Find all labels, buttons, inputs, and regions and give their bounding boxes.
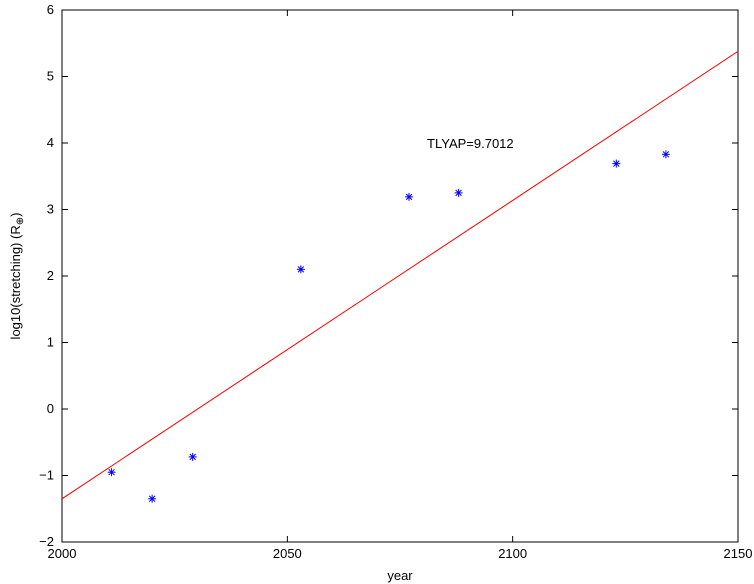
x-tick-label: 2100 [498, 546, 527, 561]
x-tick-label: 2050 [273, 546, 302, 561]
data-point-asterisk [148, 494, 157, 503]
y-tick-label: 5 [47, 69, 54, 84]
plot-area: 2000 2050 2100 2150 −2 −1 0 1 2 3 4 5 6 TLYAP=9.7012 [39, 2, 752, 561]
y-tick-label: −1 [39, 468, 54, 483]
y-axis-label-subscript: ⊕ [15, 217, 26, 225]
x-tick-label: 2000 [48, 546, 77, 561]
data-point-asterisk [612, 159, 621, 168]
y-tick-label: 2 [47, 268, 54, 283]
data-point-asterisk [188, 452, 197, 461]
x-tick-label: 2150 [724, 546, 753, 561]
y-axis-label-main: log10(stretching) (R [8, 225, 23, 339]
axis-ticks: 2000 2050 2100 2150 −2 −1 0 1 2 3 4 5 6 [39, 2, 752, 561]
fit-line-group [62, 50, 738, 500]
axes-box [61, 9, 739, 543]
data-point-asterisk [405, 192, 414, 201]
y-tick-label: 1 [47, 335, 54, 350]
data-point-asterisk [454, 188, 463, 197]
y-axis-label: log10(stretching) (R⊕) [8, 213, 26, 340]
y-axis-label-suffix: ) [8, 213, 23, 217]
data-point-asterisk [296, 265, 305, 274]
data-points-group [107, 150, 670, 503]
y-tick-label: 0 [47, 401, 54, 416]
fit-line [62, 50, 738, 500]
data-point-asterisk [661, 150, 670, 159]
annotation-text: TLYAP=9.7012 [427, 136, 514, 151]
x-axis-label: year [387, 568, 413, 583]
y-tick-label: 3 [47, 202, 54, 217]
data-point-asterisk [107, 468, 116, 477]
annotation-group: TLYAP=9.7012 [427, 136, 514, 151]
y-tick-label: −2 [39, 534, 54, 549]
y-tick-label: 4 [47, 135, 54, 150]
y-tick-label: 6 [47, 2, 54, 17]
